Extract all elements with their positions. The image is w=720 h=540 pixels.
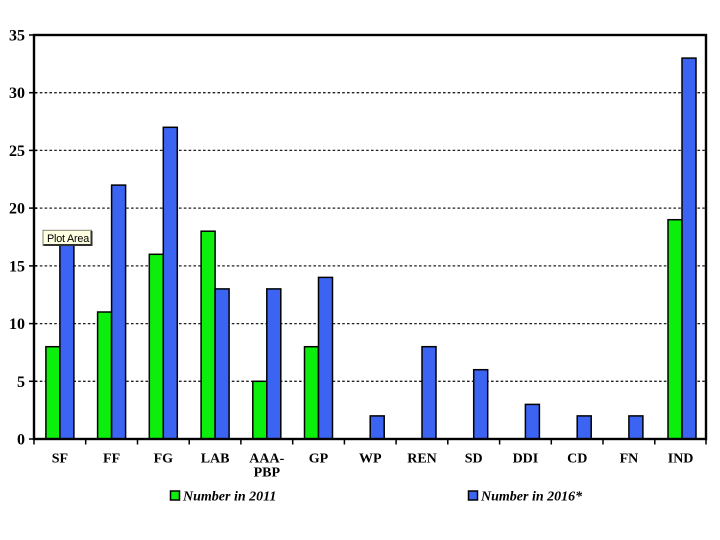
svg-text:GP: GP — [309, 452, 329, 467]
svg-text:0: 0 — [17, 432, 25, 449]
svg-text:SD: SD — [465, 452, 483, 467]
svg-text:FF: FF — [103, 452, 120, 467]
svg-text:DDI: DDI — [513, 452, 539, 467]
svg-text:SF: SF — [52, 452, 68, 467]
svg-text:15: 15 — [9, 258, 25, 275]
svg-text:Number in 2011: Number in 2011 — [182, 490, 276, 505]
svg-text:IND: IND — [668, 452, 694, 467]
svg-text:LAB: LAB — [201, 452, 230, 467]
svg-text:25: 25 — [9, 143, 25, 160]
svg-text:30: 30 — [9, 85, 25, 102]
svg-text:10: 10 — [9, 316, 25, 333]
svg-text:PBP: PBP — [254, 466, 281, 481]
svg-text:5: 5 — [17, 374, 25, 391]
svg-text:Plot Area: Plot Area — [47, 233, 89, 245]
svg-text:AAA-: AAA- — [249, 452, 284, 467]
svg-text:35: 35 — [9, 28, 25, 45]
svg-text:CD: CD — [567, 452, 587, 467]
svg-text:FG: FG — [154, 452, 174, 467]
svg-text:Number in 2016*: Number in 2016* — [480, 490, 583, 505]
svg-text:REN: REN — [407, 452, 437, 467]
svg-text:FN: FN — [620, 452, 639, 467]
svg-text:20: 20 — [9, 201, 25, 218]
svg-text:WP: WP — [359, 452, 382, 467]
